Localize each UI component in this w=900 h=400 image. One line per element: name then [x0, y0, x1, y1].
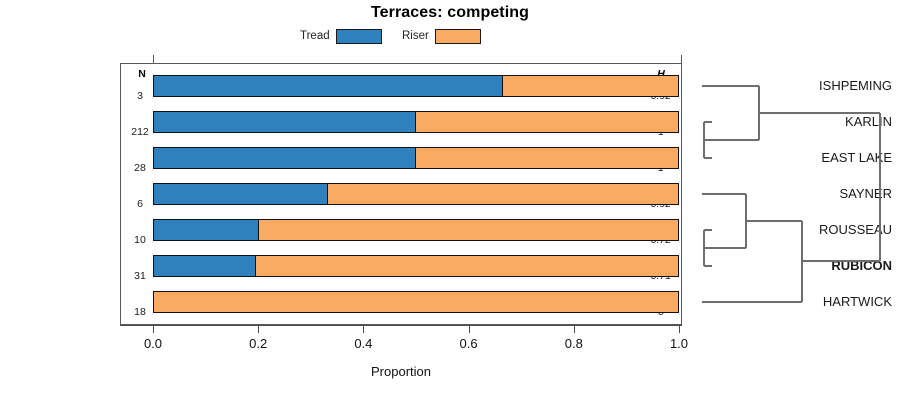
x-tick-mark [363, 326, 365, 333]
x-axis-line [120, 325, 682, 326]
bar-segment-riser [416, 112, 678, 132]
stacked-bar [153, 255, 679, 277]
x-tick-mark [153, 326, 154, 333]
bar-segment-tread [154, 256, 256, 276]
n-value: 3 [137, 90, 143, 102]
x-tick-label: 1.0 [669, 336, 689, 351]
stacked-bar [153, 291, 679, 313]
legend-label-riser: Riser [402, 30, 429, 42]
legend-swatch-riser [434, 28, 481, 44]
x-tick-mark [679, 326, 680, 333]
top-tick-left [153, 55, 154, 63]
stacked-bar [153, 147, 679, 169]
bar-segment-riser [328, 184, 678, 204]
stacked-bar [153, 75, 679, 97]
x-tick-label: 0.2 [249, 336, 268, 351]
category-label-east-lake: EAST LAKE [821, 150, 892, 165]
x-tick-label: 0.6 [459, 336, 478, 351]
bar-segment-riser [255, 256, 678, 276]
category-label-hartwick: HARTWICK [822, 294, 892, 309]
bar-segment-tread [154, 112, 416, 132]
n-value: 212 [131, 126, 149, 138]
bar-segment-riser [416, 148, 678, 168]
top-tick-right [681, 55, 682, 63]
legend-swatch-tread [335, 28, 382, 44]
bar-segment-tread [154, 184, 329, 204]
n-value: 10 [134, 234, 146, 246]
bar-segment-tread [154, 220, 259, 240]
dendrogram-svg [702, 85, 881, 303]
legend-label-tread: Tread [300, 30, 330, 42]
category-label-rousseau: ROUSSEAU [819, 222, 892, 237]
x-tick-mark [573, 326, 575, 333]
dendrogram [690, 60, 900, 330]
legend-item-tread[interactable]: Tread [300, 26, 382, 46]
x-tick-mark [468, 326, 470, 333]
stacked-bar [153, 219, 679, 241]
category-label-sayner: SAYNER [839, 186, 893, 201]
n-value: 18 [134, 306, 146, 318]
chart-title: Terraces: competing [370, 4, 530, 21]
x-tick-label: 0.8 [564, 336, 583, 351]
category-label-ishpeming: ISHPEMING [819, 78, 892, 93]
bar-segment-tread [154, 148, 416, 168]
h-column-header: H [657, 68, 665, 80]
x-tick-label: 0.4 [354, 336, 373, 351]
x-axis-title: Proportion [371, 364, 431, 379]
n-value: 28 [134, 162, 146, 174]
stacked-bar [153, 183, 679, 205]
n-column-header: N [138, 68, 146, 80]
x-tick-label: 0.0 [143, 336, 163, 351]
legend-item-riser[interactable]: Riser [402, 26, 481, 46]
n-value: 31 [134, 270, 146, 282]
bar-segment-riser [502, 76, 678, 96]
x-tick-mark [258, 326, 260, 333]
n-value: 6 [137, 198, 143, 210]
stacked-bar [153, 111, 679, 133]
bar-segment-riser [258, 220, 678, 240]
bar-segment-riser [154, 292, 678, 312]
bar-segment-tread [154, 76, 503, 96]
